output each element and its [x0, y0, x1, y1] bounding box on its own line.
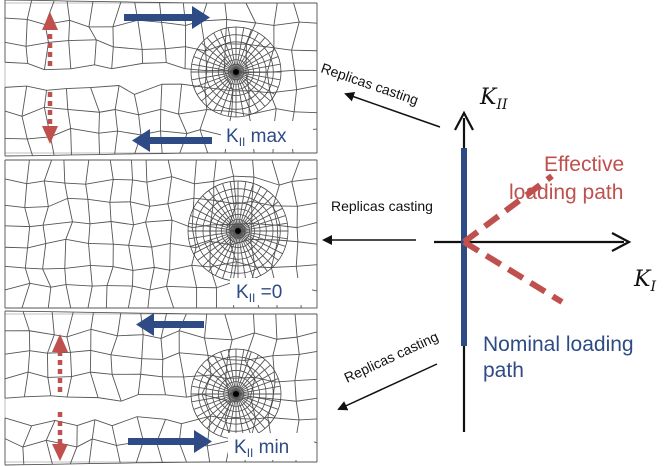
- opening-arrow-bottom-up: [52, 334, 68, 392]
- casting-arrow-middle: Replicas casting: [322, 198, 433, 245]
- effective-path-upper: [462, 173, 554, 245]
- panel-label-middle: KII =0: [236, 282, 282, 305]
- opening-arrow-bottom-down: [52, 412, 68, 461]
- crack-tip-rosette-middle: [187, 180, 289, 282]
- ki-axis-label: KI: [633, 267, 656, 295]
- panel-label-top: KII max: [226, 126, 287, 149]
- casting-arrow-bottom: Replicas casting: [337, 328, 441, 411]
- panel-label-bottom: KII min: [234, 437, 289, 460]
- nominal-path-label-line2: path: [483, 359, 524, 382]
- casting-label-top: Replicas casting: [319, 60, 421, 108]
- crack-tip-rosette-bottom: [190, 348, 282, 440]
- shear-arrow-top-left: [132, 129, 212, 152]
- mesh-panel-top: KII max: [4, 0, 318, 157]
- casting-arrow-top: Replicas casting: [319, 60, 441, 128]
- effective-path-lower: [462, 239, 564, 305]
- casting-label-middle: Replicas casting: [331, 198, 433, 214]
- mesh-panel-bottom: KII min: [4, 310, 318, 466]
- opening-arrow-top-down: [42, 92, 58, 144]
- nominal-path-label-line1: Nominal loading: [483, 333, 634, 356]
- effective-path-label-line1: Effective: [544, 153, 624, 176]
- crack-tip-rosette-top: [190, 26, 282, 118]
- mesh-panel-middle: KII =0: [4, 159, 318, 309]
- shear-arrow-top-right: [124, 6, 210, 29]
- effective-path-label-line2: loading path: [509, 181, 623, 204]
- opening-arrow-top-up: [42, 12, 58, 66]
- shear-arrow-bottom-right: [128, 430, 212, 453]
- kii-axis-label: KII: [479, 85, 508, 113]
- casting-label-bottom: Replicas casting: [342, 328, 441, 386]
- shear-arrow-bottom-left: [136, 313, 204, 336]
